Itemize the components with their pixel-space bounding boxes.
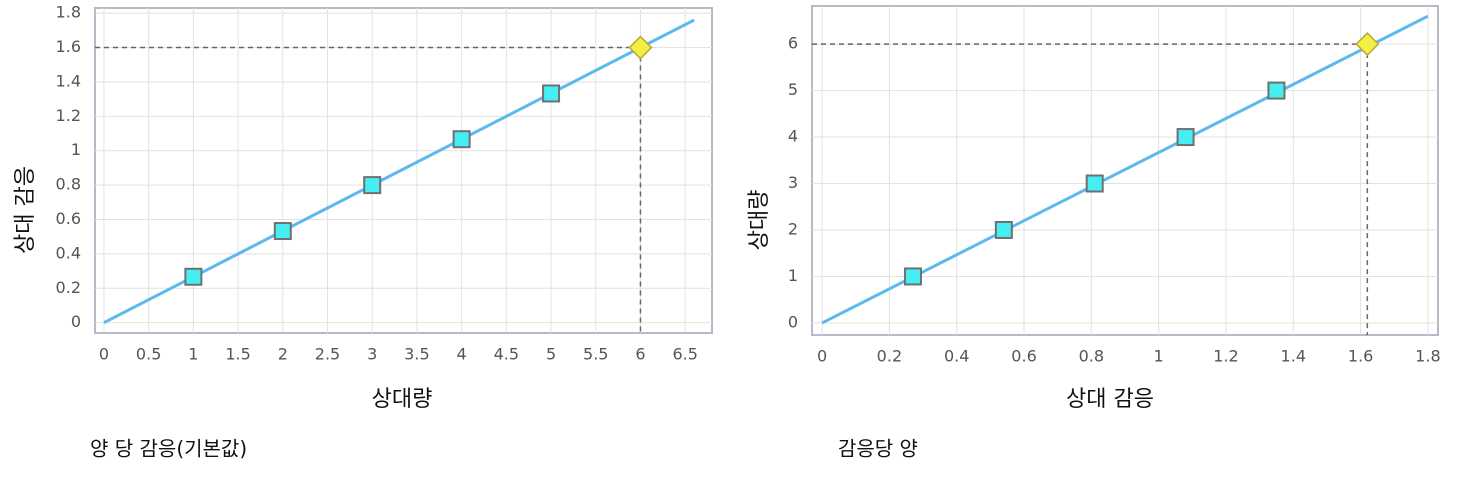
marker xyxy=(994,220,1013,239)
y-tick-label: 6 xyxy=(788,34,798,53)
marker xyxy=(452,130,471,149)
x-tick-label: 2 xyxy=(278,345,288,364)
y-tick-label: 0.8 xyxy=(56,175,81,194)
line xyxy=(821,14,1429,325)
x-tick-label: 6 xyxy=(635,345,645,364)
x-tick-label: 1.8 xyxy=(1415,347,1440,366)
x-tick-label: 0.6 xyxy=(1011,347,1036,366)
x-axis-title: 상대 감응 xyxy=(1066,387,1154,412)
marker xyxy=(1176,128,1195,147)
x-tick-label: 1.6 xyxy=(1348,347,1373,366)
x-tick-label: 3.5 xyxy=(404,345,429,364)
marker xyxy=(1267,81,1286,100)
highlight-marker xyxy=(1355,32,1380,57)
y-tick-label: 1.2 xyxy=(56,106,81,125)
x-tick-label: 0.2 xyxy=(877,347,902,366)
x-tick-label: 6.5 xyxy=(672,345,697,364)
highlight-marker xyxy=(628,35,653,60)
x-tick-label: 3 xyxy=(367,345,377,364)
y-tick-label: 0.2 xyxy=(56,278,81,297)
x-tick-label: 5 xyxy=(546,345,556,364)
y-tick-label: 1 xyxy=(788,266,798,285)
y-tick-label: 1 xyxy=(71,140,81,159)
x-tick-label: 0.8 xyxy=(1079,347,1104,366)
y-tick-label: 0.6 xyxy=(56,209,81,228)
marker xyxy=(542,84,561,103)
y-tick-label: 2 xyxy=(788,219,798,238)
x-tick-label: 5.5 xyxy=(583,345,608,364)
y-tick-label: 0 xyxy=(788,312,798,331)
x-tick-label: 2.5 xyxy=(315,345,340,364)
y-tick-label: 1.6 xyxy=(56,37,81,56)
y-tick-label: 3 xyxy=(788,173,798,192)
y-tick-label: 1.8 xyxy=(56,3,81,22)
x-tick-label: 1 xyxy=(188,345,198,364)
marker xyxy=(363,176,382,195)
marker xyxy=(903,267,922,286)
x-tick-label: 0 xyxy=(817,347,827,366)
marker xyxy=(1085,174,1104,193)
x-tick-label: 0 xyxy=(99,345,109,364)
x-tick-label: 4 xyxy=(457,345,467,364)
y-tick-label: 1.4 xyxy=(56,71,81,90)
x-tick-label: 0.5 xyxy=(136,345,161,364)
y-tick-label: 0.4 xyxy=(56,243,81,262)
caption: 양 당 감응(기본값) xyxy=(90,437,247,461)
x-tick-label: 1.4 xyxy=(1281,347,1306,366)
y-tick-label: 4 xyxy=(788,127,798,146)
x-tick-label: 1.5 xyxy=(225,345,250,364)
marker xyxy=(184,267,203,286)
caption: 감응당 양 xyxy=(838,437,918,461)
y-tick-label: 0 xyxy=(71,312,81,331)
y-axis-title: 상대량 xyxy=(747,190,772,251)
x-tick-label: 1 xyxy=(1154,347,1164,366)
marker xyxy=(273,222,292,241)
y-tick-label: 5 xyxy=(788,80,798,99)
x-tick-label: 4.5 xyxy=(494,345,519,364)
x-tick-label: 0.4 xyxy=(944,347,969,366)
y-axis-title: 상대 감응 xyxy=(13,166,38,254)
x-axis-title: 상대량 xyxy=(372,387,433,412)
x-tick-label: 1.2 xyxy=(1213,347,1238,366)
